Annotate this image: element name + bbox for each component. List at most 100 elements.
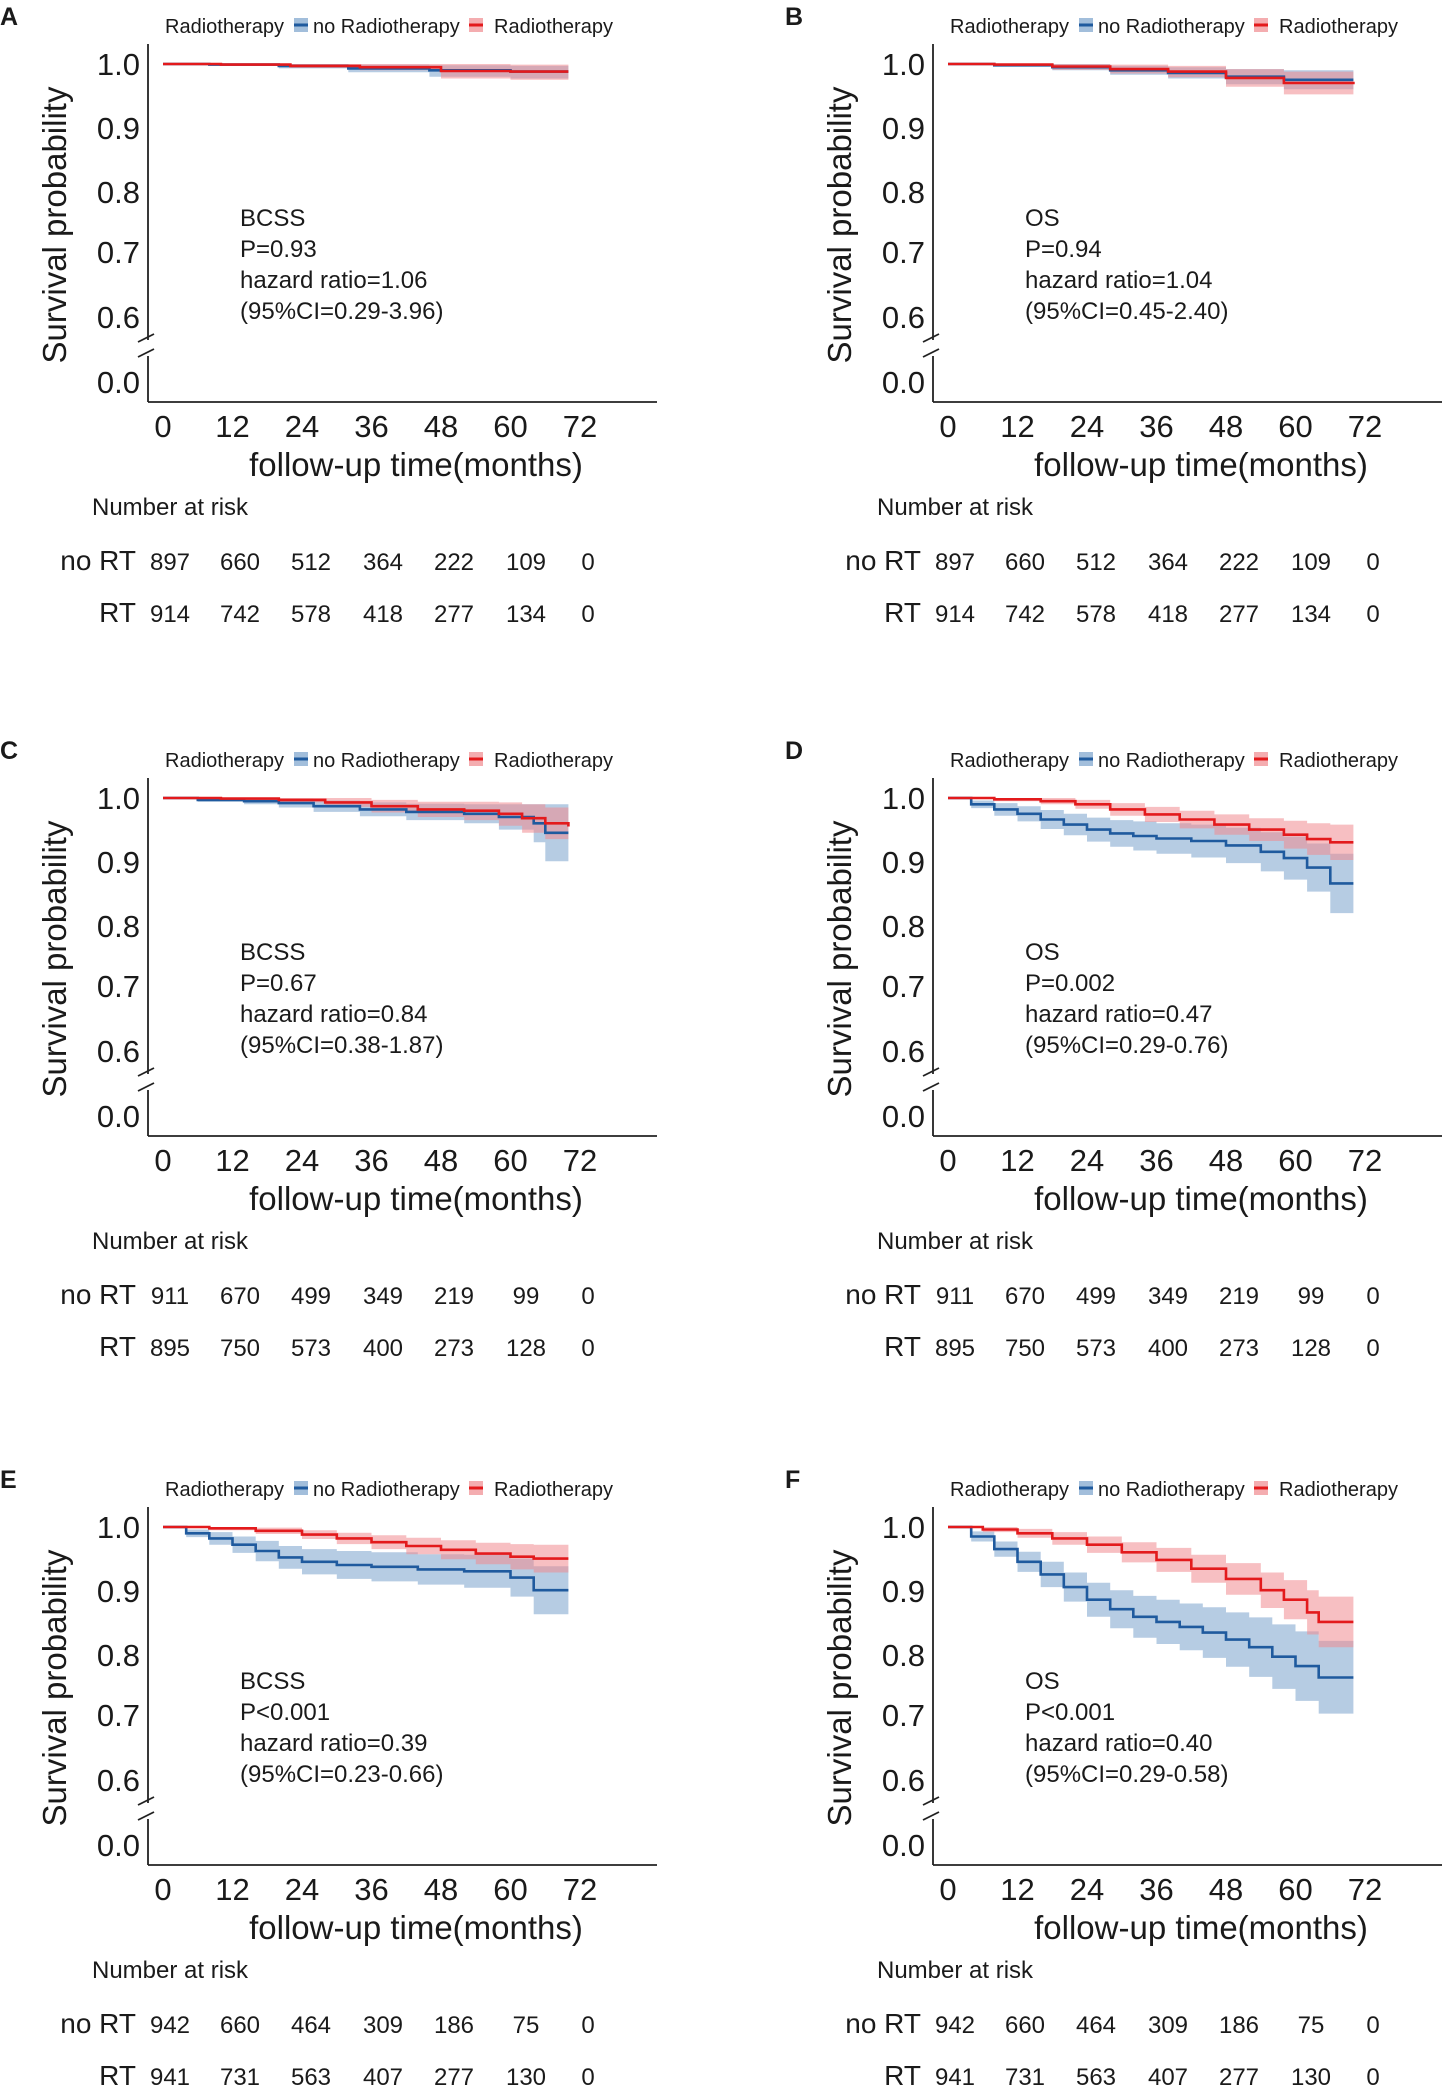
x-tick-label: 12 xyxy=(215,409,249,444)
x-tick-label: 60 xyxy=(1278,1872,1312,1907)
legend-label-rt: Radiotherapy xyxy=(494,1479,613,1501)
risk-label-no-rt: no RT xyxy=(60,1279,136,1310)
x-axis-title: follow-up time(months) xyxy=(249,446,583,483)
curve-rt xyxy=(948,1525,1354,1624)
y-axis-break-mark xyxy=(137,1082,155,1092)
y-tick-label: 0.9 xyxy=(882,111,925,146)
risk-count-no-rt: 660 xyxy=(220,2012,260,2039)
risk-count-rt: 0 xyxy=(581,601,594,628)
risk-count-no-rt: 0 xyxy=(1366,2012,1379,2039)
y-axis-break-mark xyxy=(922,1811,940,1821)
panel-letter: F xyxy=(785,1466,800,1494)
risk-table-title: Number at risk xyxy=(877,1228,1034,1255)
curve-rt xyxy=(163,62,569,73)
panel-e: E Radiotherapy no Radiotherapy Radiotherapy… xyxy=(0,1466,657,2091)
risk-count-rt: 0 xyxy=(581,1335,594,1362)
legend-label-no-rt: no Radiotherapy xyxy=(313,750,460,772)
risk-count-no-rt: 670 xyxy=(220,1283,260,1310)
risk-count-no-rt: 222 xyxy=(434,549,474,576)
risk-count-rt: 731 xyxy=(1005,2064,1045,2091)
risk-table-title: Number at risk xyxy=(92,494,249,521)
risk-count-no-rt: 897 xyxy=(150,549,190,576)
risk-table-title: Number at risk xyxy=(92,1957,249,1984)
risk-count-rt: 578 xyxy=(1076,601,1116,628)
risk-table: Number at risk no RT RT 897 660 512 364 222 109 0… xyxy=(60,494,594,628)
x-axis-title: follow-up time(months) xyxy=(249,1909,583,1946)
risk-count-rt: 130 xyxy=(506,2064,546,2091)
legend-title: Radiotherapy xyxy=(165,750,284,772)
risk-count-no-rt: 219 xyxy=(434,1283,474,1310)
risk-label-no-rt: no RT xyxy=(60,545,136,576)
x-tick-label: 36 xyxy=(354,1872,388,1907)
x-tick-label: 24 xyxy=(1070,409,1104,444)
y-tick-label: 0.8 xyxy=(97,1638,140,1673)
risk-count-no-rt: 499 xyxy=(1076,1283,1116,1310)
x-tick-label: 60 xyxy=(1278,1143,1312,1178)
curve-no-rt xyxy=(948,796,1354,885)
risk-count-rt: 277 xyxy=(1219,2064,1259,2091)
legend: Radiotherapy no Radiotherapy Radiotherapy xyxy=(950,750,1398,772)
x-axis-title: follow-up time(months) xyxy=(1034,1909,1368,1946)
risk-table: Number at risk no RT RT 911 670 499 349 219 99 0 8… xyxy=(845,1228,1379,1362)
y-axis-break-mark xyxy=(137,1067,155,1077)
ci-band-no-rt xyxy=(163,1527,569,1616)
risk-count-rt: 895 xyxy=(150,1335,190,1362)
y-tick-label: 0.0 xyxy=(97,1099,140,1134)
y-axis-break-mark xyxy=(922,348,940,358)
annotation-line: P<0.001 xyxy=(1025,1699,1115,1726)
y-axis-title: Survival probability xyxy=(821,86,858,363)
y-tick-label: 1.0 xyxy=(97,47,140,82)
risk-count-rt: 941 xyxy=(150,2064,190,2091)
y-tick-label: 0.9 xyxy=(97,1574,140,1609)
panel-c: C Radiotherapy no Radiotherapy Radiotherapy… xyxy=(0,737,657,1362)
x-tick-label: 72 xyxy=(563,409,597,444)
risk-label-rt: RT xyxy=(99,1331,136,1362)
risk-count-no-rt: 0 xyxy=(581,549,594,576)
risk-count-no-rt: 349 xyxy=(363,1283,403,1310)
risk-table: Number at risk no RT RT 897 660 512 364 222 109 0… xyxy=(845,494,1379,628)
risk-count-rt: 914 xyxy=(150,601,190,628)
legend: Radiotherapy no Radiotherapy Radiotherapy xyxy=(165,1479,613,1501)
y-tick-label: 0.9 xyxy=(97,845,140,880)
annotation-line: P<0.001 xyxy=(240,1699,330,1726)
y-tick-label: 1.0 xyxy=(97,781,140,816)
x-tick-label: 12 xyxy=(215,1143,249,1178)
annotation-line: (95%CI=0.29-3.96) xyxy=(240,298,443,325)
x-tick-label: 48 xyxy=(424,409,458,444)
x-tick-label: 48 xyxy=(1209,1143,1243,1178)
y-tick-label: 0.8 xyxy=(882,175,925,210)
y-axis-break-mark xyxy=(137,333,155,343)
risk-count-rt: 277 xyxy=(1219,601,1259,628)
x-tick-label: 12 xyxy=(1000,1872,1034,1907)
x-tick-label: 60 xyxy=(493,1872,527,1907)
y-tick-label: 0.0 xyxy=(97,1828,140,1863)
risk-count-rt: 573 xyxy=(1076,1335,1116,1362)
x-tick-label: 24 xyxy=(285,1143,319,1178)
y-tick-label: 0.9 xyxy=(97,111,140,146)
legend-label-no-rt: no Radiotherapy xyxy=(1098,750,1245,772)
risk-count-rt: 0 xyxy=(581,2064,594,2091)
risk-count-rt: 418 xyxy=(363,601,403,628)
risk-label-rt: RT xyxy=(99,2060,136,2091)
risk-count-rt: 418 xyxy=(1148,601,1188,628)
x-tick-label: 24 xyxy=(1070,1872,1104,1907)
x-tick-label: 72 xyxy=(1348,1872,1382,1907)
risk-count-no-rt: 75 xyxy=(1298,2012,1325,2039)
risk-count-rt: 750 xyxy=(220,1335,260,1362)
risk-count-rt: 273 xyxy=(434,1335,474,1362)
risk-count-rt: 273 xyxy=(1219,1335,1259,1362)
risk-table: Number at risk no RT RT 942 660 464 309 186 75 0 9… xyxy=(60,1957,594,2091)
y-tick-label: 0.0 xyxy=(882,1099,925,1134)
legend: Radiotherapy no Radiotherapy Radiotherapy xyxy=(165,16,613,38)
curve-rt xyxy=(948,62,1355,85)
x-tick-label: 0 xyxy=(939,409,956,444)
x-tick-label: 72 xyxy=(563,1872,597,1907)
risk-count-rt: 134 xyxy=(506,601,546,628)
annotation-line: (95%CI=0.29-0.76) xyxy=(1025,1032,1228,1059)
ci-band-rt xyxy=(163,1527,569,1574)
legend: Radiotherapy no Radiotherapy Radiotherapy xyxy=(950,16,1398,38)
panel-a: A Radiotherapy no Radiotherapy Radiotherapy… xyxy=(0,3,657,628)
risk-label-rt: RT xyxy=(884,597,921,628)
legend-label-rt: Radiotherapy xyxy=(494,750,613,772)
